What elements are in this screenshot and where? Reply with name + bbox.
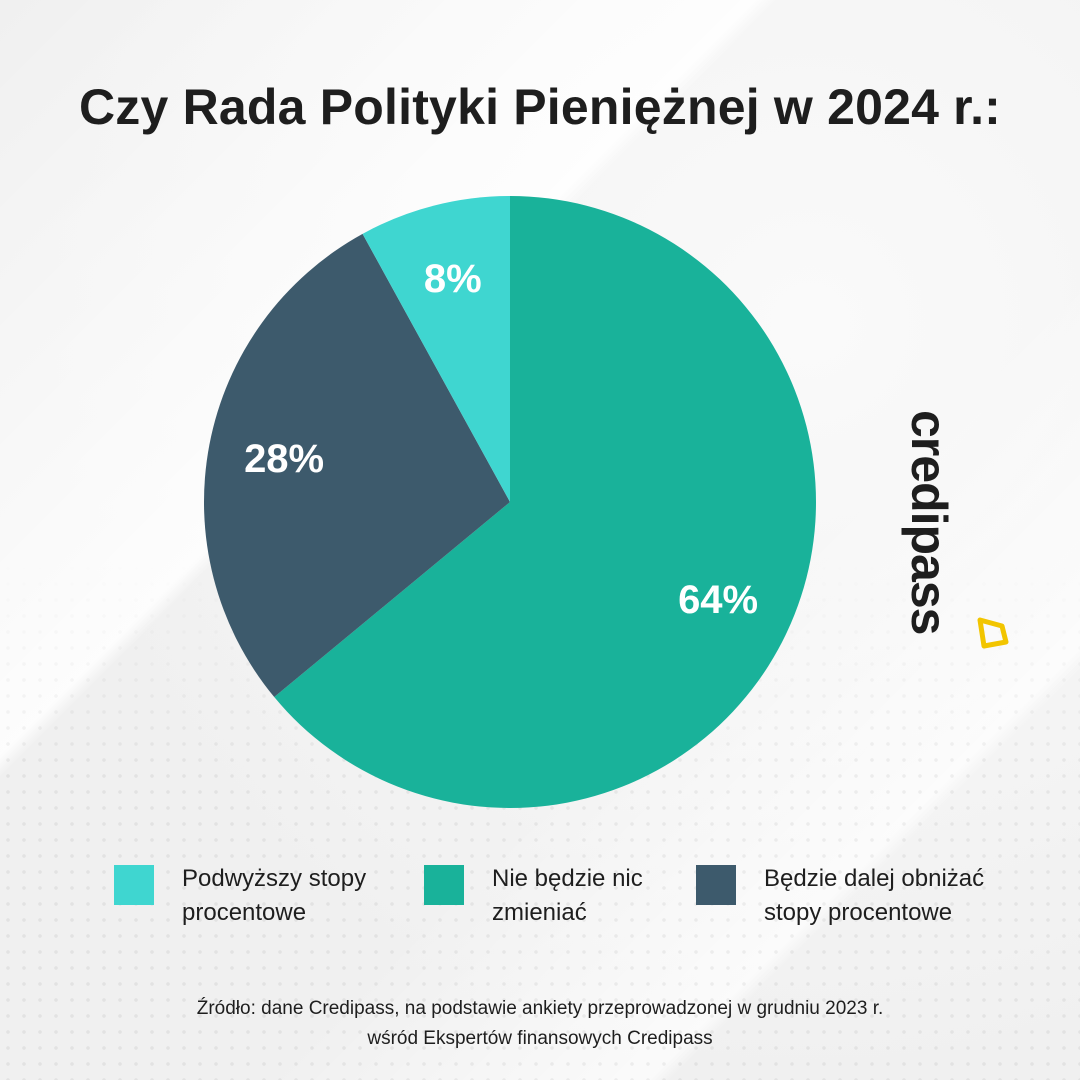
credipass-logo: credipass bbox=[901, 410, 1009, 660]
chart-title: Czy Rada Polityki Pieniężnej w 2024 r.: bbox=[78, 79, 1002, 135]
legend-label-line: stopy procentowe bbox=[764, 899, 953, 926]
legend-swatch-0 bbox=[424, 865, 464, 905]
legend-label-2: Podwyższy stopy procentowe bbox=[182, 862, 366, 930]
source-note: Źródło: dane Credipass, na podstawie ank… bbox=[0, 994, 1080, 1054]
legend-label-line: Będzie dalej obniżać bbox=[764, 865, 985, 892]
chart-legend: Podwyższy stopy procentowe Nie będzie nic z… bbox=[0, 862, 1080, 942]
legend-item-2: Podwyższy stopy procentowe bbox=[114, 862, 366, 930]
legend-item-0: Nie będzie nic zmieniać bbox=[424, 862, 643, 930]
slice-value-label-0: 64% bbox=[678, 578, 758, 622]
pie-slice-0 bbox=[274, 196, 816, 808]
legend-swatch-2 bbox=[114, 865, 154, 905]
legend-item-1: Będzie dalej obniżać stopy procentowe bbox=[696, 862, 984, 930]
legend-label-0: Nie będzie nic zmieniać bbox=[492, 862, 643, 930]
legend-label-line: zmieniać bbox=[492, 899, 587, 926]
source-line-2: wśród Ekspertów finansowych Credipass bbox=[367, 1028, 713, 1049]
legend-label-line: Podwyższy stopy bbox=[182, 865, 367, 892]
slice-value-label-2: 8% bbox=[424, 257, 482, 301]
legend-label-line: Nie będzie nic bbox=[492, 865, 643, 892]
legend-swatch-1 bbox=[696, 865, 736, 905]
legend-label-1: Będzie dalej obniżać stopy procentowe bbox=[764, 862, 984, 930]
pie-slice-2 bbox=[362, 196, 510, 502]
legend-label-line: procentowe bbox=[182, 899, 307, 926]
source-line-1: Źródło: dane Credipass, na podstawie ank… bbox=[196, 998, 884, 1019]
slice-value-label-1: 28% bbox=[244, 437, 324, 481]
pie-slice-1 bbox=[203, 233, 511, 698]
diamond-logo-icon bbox=[977, 617, 1009, 649]
